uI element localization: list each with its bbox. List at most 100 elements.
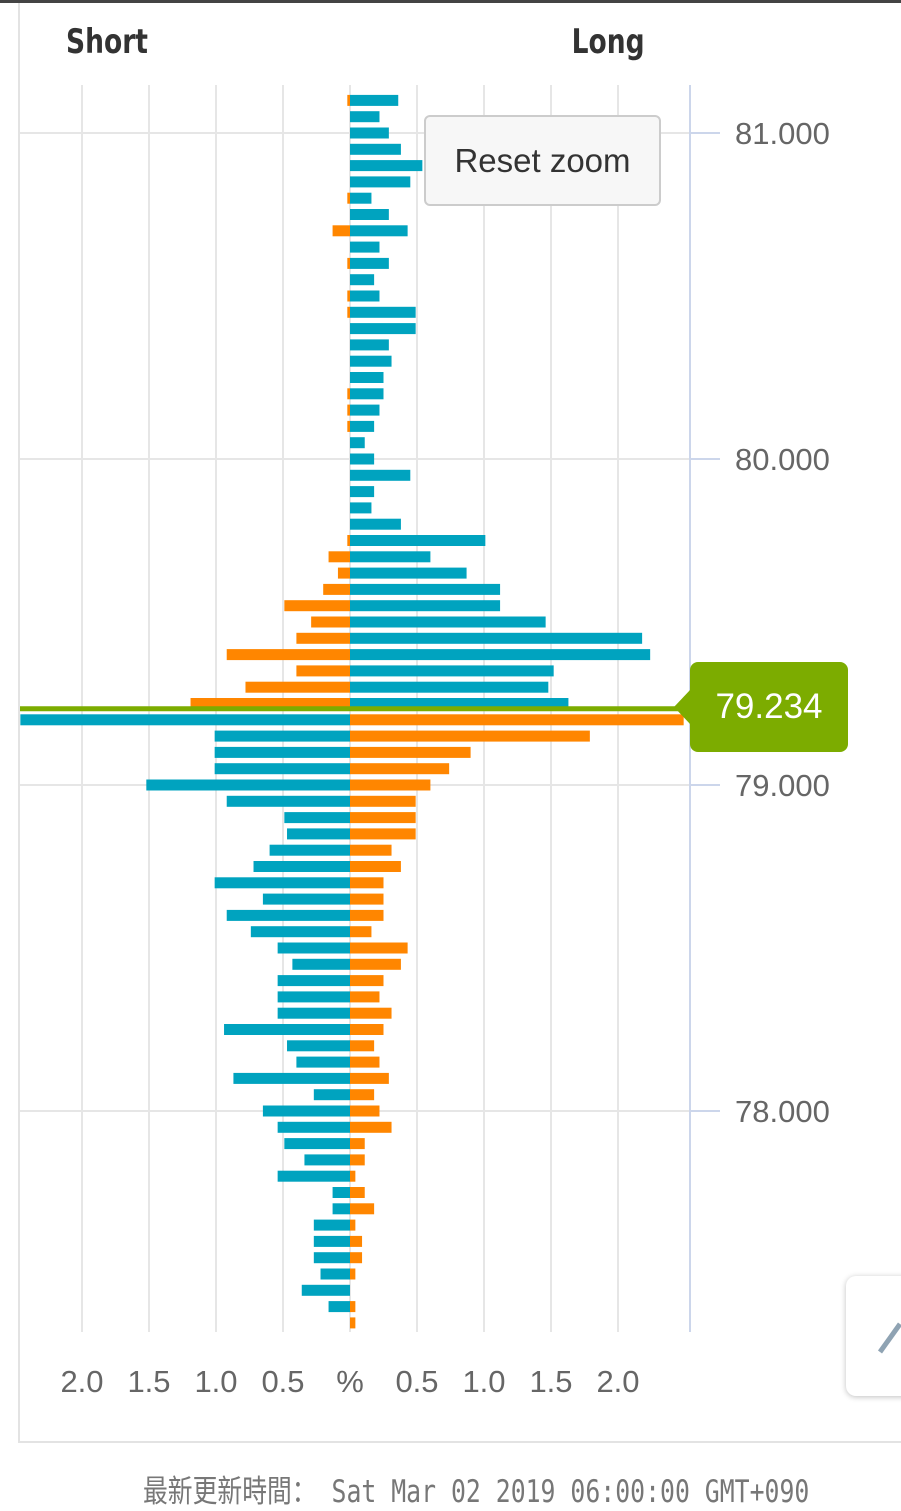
long-bar — [350, 975, 384, 987]
short-bar — [313, 1089, 350, 1101]
long-bar — [350, 437, 365, 449]
long-bar — [350, 339, 389, 351]
short-bar — [226, 649, 350, 661]
long-bar — [350, 926, 372, 938]
x-tick-label: 0.5 — [395, 1364, 438, 1399]
short-bar — [190, 698, 350, 709]
reset-zoom-button[interactable]: Reset zoom — [424, 115, 661, 206]
x-tick-label: % — [336, 1364, 364, 1399]
long-bar — [350, 1219, 356, 1231]
long-bar — [350, 176, 411, 188]
short-bar — [277, 1170, 350, 1182]
short-bar — [287, 828, 350, 840]
long-bar — [350, 551, 431, 563]
short-bar — [277, 991, 350, 1003]
short-header: Short — [66, 22, 148, 62]
short-bar — [284, 600, 350, 612]
short-bar — [304, 1154, 350, 1166]
short-bar — [284, 1138, 350, 1150]
long-bar — [350, 991, 380, 1003]
long-bar — [350, 1170, 356, 1182]
arrow-up-icon — [877, 1322, 901, 1354]
short-bar — [347, 404, 350, 416]
short-bar — [337, 567, 350, 579]
short-bar — [328, 1301, 350, 1313]
short-bar — [226, 795, 350, 807]
short-bar — [287, 1040, 350, 1052]
short-bar — [214, 730, 350, 742]
short-bar — [146, 779, 350, 791]
short-bar — [332, 1203, 350, 1215]
long-bar — [350, 1187, 365, 1198]
long-bar — [350, 225, 408, 237]
short-bar — [347, 290, 350, 302]
long-bar — [350, 567, 467, 579]
long-bar — [350, 632, 643, 644]
long-bar — [350, 844, 392, 856]
long-bar — [350, 257, 389, 269]
long-bar — [350, 241, 380, 253]
long-bar — [350, 616, 546, 628]
y-tick-label: 81.000 — [735, 116, 830, 151]
short-bar — [347, 257, 350, 269]
short-bar — [347, 192, 350, 204]
short-bar — [214, 746, 350, 758]
short-bar — [292, 958, 350, 970]
short-bar — [347, 388, 350, 400]
long-bar — [350, 730, 590, 742]
short-bar — [253, 861, 350, 872]
short-bar — [347, 94, 350, 106]
long-bar — [350, 420, 375, 432]
long-bar — [350, 1252, 363, 1264]
long-header: Long — [572, 22, 645, 62]
short-bar — [277, 975, 350, 987]
long-bar — [350, 1268, 356, 1280]
long-bar — [350, 160, 423, 172]
short-bar — [284, 812, 350, 824]
long-bar — [350, 877, 384, 889]
long-bar — [350, 1235, 363, 1247]
long-bar — [350, 1138, 365, 1150]
short-bar — [262, 893, 350, 905]
long-bar — [350, 812, 416, 824]
long-bar — [350, 192, 372, 204]
y-tick-label: 79.000 — [735, 768, 830, 803]
short-bar — [323, 583, 350, 595]
short-bar — [313, 1252, 350, 1264]
long-bar — [350, 290, 380, 302]
short-bar — [250, 926, 350, 938]
long-bar — [350, 779, 431, 791]
x-tick-label: 1.0 — [194, 1364, 237, 1399]
x-tick-label: 2.0 — [60, 1364, 103, 1399]
long-bar — [350, 1317, 356, 1329]
long-bar — [350, 1056, 380, 1068]
short-bar — [277, 1007, 350, 1019]
short-bar — [214, 877, 350, 889]
short-bar — [20, 714, 351, 726]
long-bar — [350, 1024, 384, 1035]
long-bar — [350, 1105, 380, 1117]
short-bar — [347, 306, 350, 318]
chart-card — [18, 3, 901, 1443]
top-bar — [0, 0, 901, 3]
short-bar — [313, 1219, 350, 1231]
scroll-top-button[interactable] — [846, 1276, 901, 1396]
long-bar — [350, 486, 375, 498]
short-bar — [277, 1121, 350, 1133]
long-bar — [350, 209, 389, 220]
short-bar — [296, 665, 350, 677]
long-bar — [350, 958, 401, 970]
long-bar — [350, 1203, 375, 1215]
long-bar — [350, 763, 450, 775]
short-bar — [233, 1072, 350, 1084]
long-bar — [350, 893, 384, 905]
long-bar — [350, 535, 486, 546]
long-bar — [350, 1154, 365, 1166]
long-bar — [350, 1089, 375, 1101]
x-tick-label: 2.0 — [596, 1364, 639, 1399]
y-tick-label: 78.000 — [735, 1094, 830, 1129]
long-bar — [350, 372, 384, 383]
short-bar — [296, 632, 350, 644]
current-price-label: 79.234 — [674, 662, 848, 752]
